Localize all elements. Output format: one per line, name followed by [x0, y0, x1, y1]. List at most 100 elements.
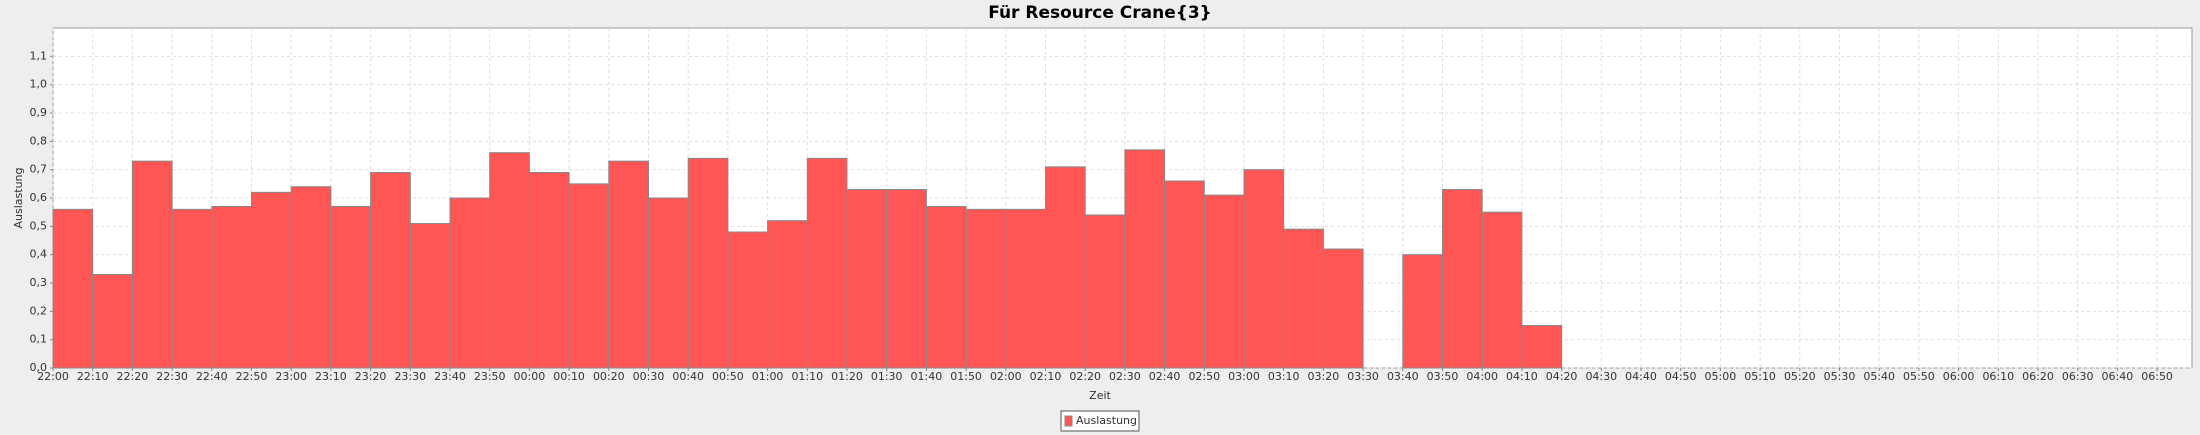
- bar: [1442, 189, 1483, 369]
- x-tick-label: 05:00: [1705, 370, 1737, 383]
- bar: [965, 208, 1007, 369]
- bar: [171, 208, 213, 369]
- x-tick-label: 22:00: [37, 370, 69, 383]
- x-tick-label: 01:50: [950, 370, 982, 383]
- bar: [449, 197, 491, 369]
- x-tick-label: 06:00: [1943, 370, 1975, 383]
- x-tick-label: 04:50: [1665, 370, 1697, 383]
- x-tick-label: 06:50: [2141, 370, 2173, 383]
- bar: [52, 208, 94, 369]
- bar: [648, 197, 689, 369]
- bar: [1402, 254, 1444, 369]
- bar: [568, 183, 610, 369]
- y-tick-label: 0,7: [30, 163, 48, 176]
- x-tick-label: 04:10: [1506, 370, 1538, 383]
- x-tick-label: 00:20: [593, 370, 625, 383]
- bar: [727, 231, 769, 369]
- x-tick-label: 23:20: [355, 370, 387, 383]
- x-tick-label: 01:10: [791, 370, 823, 383]
- bar: [1521, 325, 1563, 369]
- legend-swatch: [1064, 415, 1073, 427]
- bar: [409, 223, 451, 369]
- x-tick-label: 22:30: [156, 370, 188, 383]
- x-tick-label: 00:00: [514, 370, 546, 383]
- x-tick-label: 22:20: [117, 370, 149, 383]
- y-tick-label: 0,5: [30, 219, 48, 232]
- x-tick-label: 06:30: [2062, 370, 2094, 383]
- bar: [1005, 208, 1046, 369]
- bar: [211, 206, 253, 369]
- x-tick-label: 05:20: [1784, 370, 1816, 383]
- x-tick-label: 01:30: [871, 370, 903, 383]
- bar: [1045, 166, 1086, 369]
- x-tick-label: 04:30: [1585, 370, 1617, 383]
- bar: [290, 186, 332, 369]
- x-tick-label: 02:10: [1030, 370, 1062, 383]
- x-tick-label: 03:50: [1427, 370, 1459, 383]
- bar: [608, 160, 649, 369]
- y-tick-label: 0,8: [30, 134, 48, 147]
- y-tick-label: 0,6: [30, 191, 48, 204]
- x-axis-label: Zeit: [1089, 389, 1111, 402]
- x-tick-label: 00:40: [672, 370, 704, 383]
- y-axis-label: Auslastung: [12, 168, 25, 229]
- x-tick-label: 03:00: [1228, 370, 1260, 383]
- x-tick-label: 01:00: [752, 370, 784, 383]
- bar: [1283, 228, 1324, 369]
- x-tick-label: 22:50: [236, 370, 268, 383]
- x-tick-label: 02:30: [1109, 370, 1141, 383]
- y-tick-label: 0,1: [30, 333, 48, 346]
- y-tick-label: 0,2: [30, 304, 48, 317]
- bar: [1243, 169, 1285, 369]
- x-tick-label: 04:00: [1466, 370, 1498, 383]
- x-tick-label: 05:40: [1863, 370, 1895, 383]
- x-tick-label: 04:40: [1625, 370, 1657, 383]
- x-tick-label: 04:20: [1546, 370, 1578, 383]
- x-tick-label: 03:20: [1308, 370, 1340, 383]
- x-tick-label: 22:40: [196, 370, 228, 383]
- x-tick-label: 22:10: [77, 370, 109, 383]
- bar: [330, 206, 372, 369]
- x-tick-label: 23:10: [315, 370, 347, 383]
- x-tick-label: 05:50: [1903, 370, 1935, 383]
- bar: [1164, 180, 1205, 369]
- bar: [131, 160, 173, 369]
- x-tick-label: 00:30: [633, 370, 665, 383]
- x-tick-label: 05:30: [1824, 370, 1856, 383]
- bar: [489, 152, 530, 369]
- bar: [1481, 211, 1523, 369]
- x-tick-label: 23:40: [434, 370, 466, 383]
- bar: [1322, 248, 1364, 369]
- legend-box: [1060, 410, 1140, 432]
- legend-label: Auslastung: [1076, 414, 1137, 427]
- x-tick-label: 03:10: [1268, 370, 1300, 383]
- x-tick-label: 02:00: [990, 370, 1022, 383]
- x-tick-label: 03:40: [1387, 370, 1419, 383]
- bar: [528, 172, 570, 369]
- x-tick-label: 05:10: [1744, 370, 1776, 383]
- x-tick-label: 23:30: [394, 370, 426, 383]
- bar: [925, 206, 967, 369]
- x-tick-label: 01:20: [831, 370, 863, 383]
- x-tick-label: 23:50: [474, 370, 506, 383]
- y-tick-label: 0,4: [30, 248, 48, 261]
- x-tick-label: 03:30: [1347, 370, 1379, 383]
- y-tick-label: 1,0: [30, 78, 48, 91]
- bar: [370, 172, 411, 369]
- bar: [767, 220, 808, 369]
- x-tick-label: 06:40: [2102, 370, 2134, 383]
- y-tick-label: 0,3: [30, 276, 48, 289]
- x-tick-label: 02:50: [1188, 370, 1220, 383]
- bar: [1203, 194, 1245, 369]
- chart-title: Für Resource Crane{3}: [988, 3, 1212, 23]
- x-tick-label: 02:40: [1149, 370, 1181, 383]
- x-tick-label: 23:00: [275, 370, 307, 383]
- x-tick-label: 06:10: [1982, 370, 2014, 383]
- x-tick-label: 02:20: [1069, 370, 1101, 383]
- x-tick-label: 00:10: [553, 370, 585, 383]
- bar: [806, 157, 848, 369]
- x-tick-label: 01:40: [911, 370, 943, 383]
- bar: [687, 157, 729, 369]
- y-tick-label: 0,9: [30, 106, 48, 119]
